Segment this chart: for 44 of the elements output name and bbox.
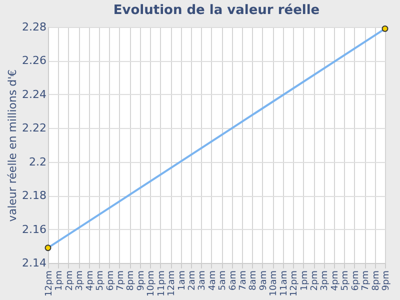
x-tick-label: 3am: [198, 270, 208, 291]
x-tick-label: 4am: [208, 270, 218, 291]
x-tick-label: 4pm: [330, 270, 340, 291]
x-tick-label: 9pm: [382, 270, 392, 291]
x-tick-label: 11pm: [156, 270, 167, 296]
x-tick-label: 6am: [228, 270, 238, 291]
x-tick-label: 8pm: [126, 270, 136, 291]
x-tick-label: 5pm: [96, 270, 106, 291]
x-tick-label: 12pm: [44, 270, 54, 296]
x-tick-label: 5pm: [340, 270, 351, 291]
x-tick-label: 4pm: [85, 270, 96, 291]
x-tick-label: 7pm: [361, 270, 372, 291]
x-tick-label: 9pm: [136, 270, 146, 291]
x-tick-label: 10pm: [146, 270, 157, 296]
x-tick-label: 12pm: [290, 270, 300, 296]
x-tick-label: 2pm: [310, 270, 320, 291]
x-tick-label: 7am: [238, 270, 249, 291]
y-tick-label: 2.26: [22, 54, 46, 68]
x-tick-label: 12am: [167, 270, 178, 296]
y-tick-label: 2.28: [22, 20, 46, 34]
y-axis-title: valeur réelle en millions d'€: [6, 69, 20, 222]
y-tick-label: 2.18: [22, 189, 46, 202]
x-tick-label: 1am: [177, 270, 188, 291]
x-tick-label: 11am: [279, 270, 290, 296]
x-tick-label: 1pm: [54, 270, 65, 291]
y-tick-label: 2.2: [29, 155, 46, 168]
x-tick-label: 6pm: [350, 270, 361, 291]
x-tick-label: 6pm: [106, 270, 116, 291]
x-tick-label: 2am: [187, 270, 198, 291]
x-tick-label: 9am: [258, 270, 269, 291]
y-tick-label: 2.16: [22, 222, 46, 236]
x-tick-label: 3pm: [75, 270, 86, 291]
x-tick-label: 8am: [248, 270, 259, 291]
x-tick-label: 10am: [269, 270, 280, 296]
x-tick-label: 2pm: [64, 270, 75, 291]
y-tick-label: 2.22: [22, 122, 46, 135]
y-tick-label: 2.14: [22, 256, 46, 270]
y-tick-label: 2.24: [22, 88, 46, 101]
chart-title: Evolution de la valeur réelle: [113, 3, 320, 18]
x-tick-label: 8pm: [371, 270, 382, 291]
x-tick-label: 3pm: [320, 270, 330, 291]
x-tick-label: 7pm: [116, 270, 126, 291]
x-tick-label: 1pm: [300, 270, 310, 291]
x-tick-label: 5am: [218, 270, 228, 291]
